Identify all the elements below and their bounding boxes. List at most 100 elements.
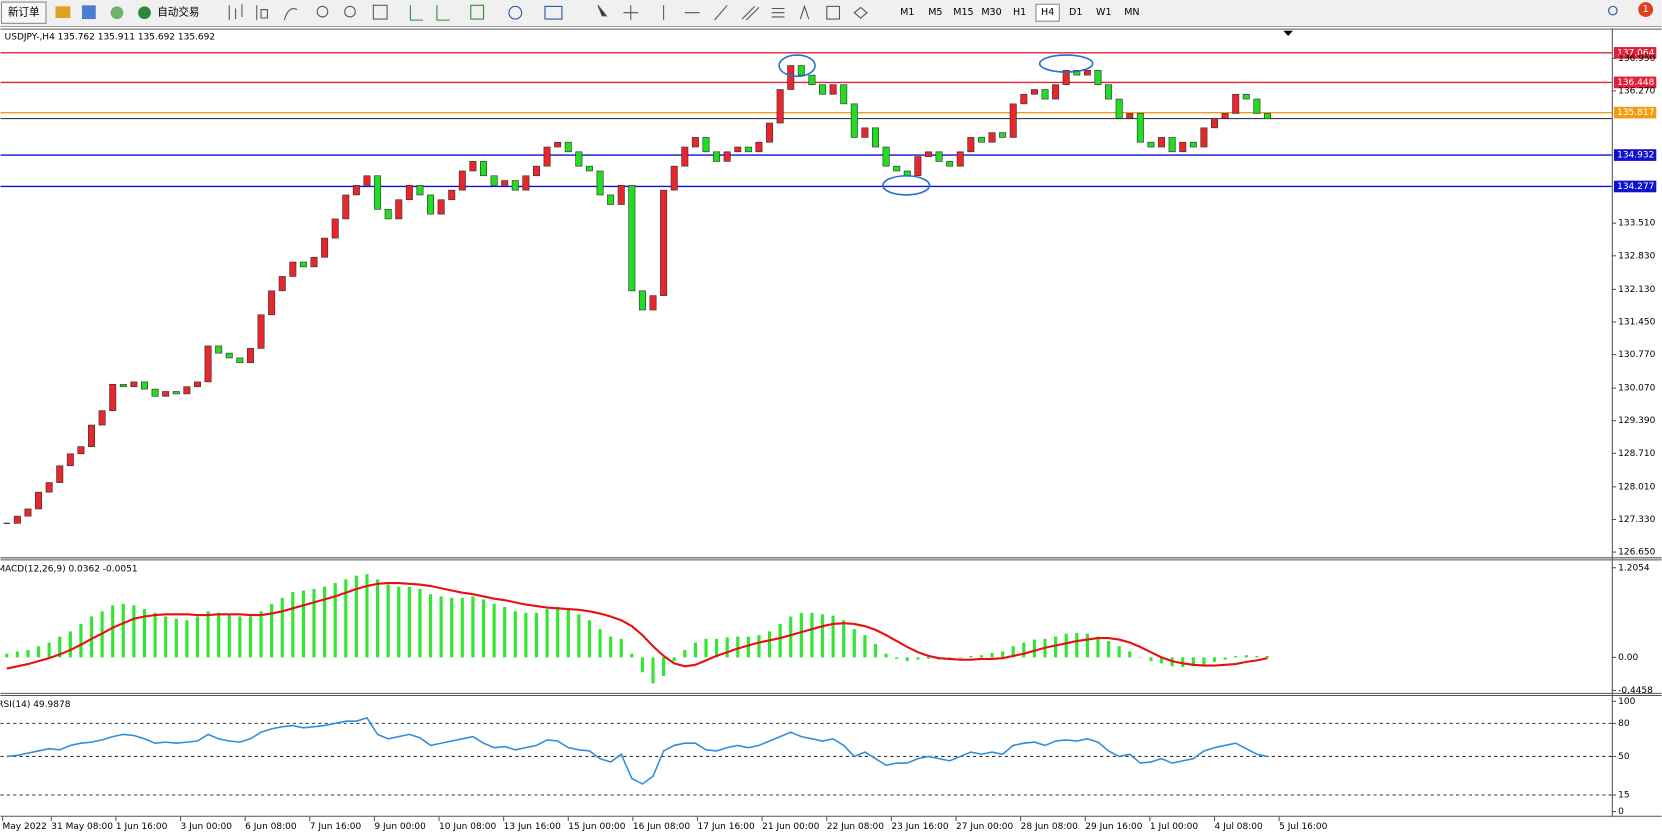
icon — [508, 5, 523, 20]
macd-bar — [407, 586, 411, 658]
candle — [480, 161, 488, 177]
candle — [882, 146, 890, 167]
candle — [543, 146, 551, 167]
y-tick-label: 131.450 — [1618, 317, 1655, 327]
candle — [1211, 117, 1219, 129]
macd-bar — [969, 655, 973, 658]
icon — [81, 5, 96, 20]
panel-title: USDJPY-,H4 135.762 135.911 135.692 135.6… — [5, 33, 215, 43]
candle — [670, 165, 678, 191]
x-tick-label: 31 May 08:00 — [51, 822, 113, 832]
macd-bar — [672, 657, 676, 662]
candle — [660, 189, 668, 296]
candle — [1158, 137, 1166, 148]
candle — [66, 453, 74, 467]
timeframe-button[interactable]: H4 — [1041, 7, 1054, 18]
macd-bar — [895, 657, 899, 659]
candle — [914, 156, 922, 177]
macd-bar — [365, 574, 369, 658]
candle — [1232, 93, 1240, 114]
macd-bar — [270, 603, 274, 658]
x-tick-label: 13 Jun 16:00 — [504, 822, 561, 832]
macd-bar — [746, 636, 750, 658]
y-tick-label: 80 — [1618, 719, 1630, 729]
macd-bar — [820, 614, 825, 658]
candle — [437, 199, 445, 215]
candle — [1083, 69, 1091, 76]
macd-bar — [1075, 632, 1079, 658]
macd-bar — [1085, 633, 1089, 658]
candle — [1020, 93, 1028, 105]
level-label-bg — [1613, 47, 1657, 59]
macd-bar — [524, 612, 528, 658]
candle — [257, 314, 265, 349]
candle — [151, 388, 159, 397]
candle — [1136, 113, 1144, 143]
macd-bar — [354, 575, 358, 658]
macd-bar — [714, 638, 719, 658]
macd-bar — [344, 579, 348, 658]
annotation-ellipse — [882, 175, 931, 196]
auto-trade-label[interactable]: 自动交易 — [157, 6, 199, 19]
macd-bar — [36, 646, 41, 658]
y-tick-label: 126.650 — [1618, 548, 1655, 558]
macd-bar — [831, 615, 835, 658]
macd-bar — [206, 611, 210, 658]
candle — [776, 89, 784, 124]
candle — [1009, 103, 1017, 138]
candle — [321, 237, 329, 258]
macd-bar — [386, 584, 390, 658]
candle — [331, 218, 339, 239]
candle — [575, 151, 583, 167]
macd-bar — [1223, 657, 1227, 660]
candle — [236, 357, 244, 364]
macd-bar — [238, 616, 242, 658]
macd-bar — [5, 653, 9, 658]
macd-bar — [111, 605, 115, 658]
candle — [511, 180, 519, 191]
candle — [1126, 113, 1134, 119]
rsi-line — [6, 716, 1268, 785]
timeframe-button[interactable]: H1 — [1013, 7, 1026, 18]
candle — [215, 345, 223, 354]
timeframe-button[interactable]: M15 — [953, 7, 973, 18]
macd-bar — [587, 620, 592, 658]
candle — [374, 175, 382, 210]
icon — [597, 4, 608, 17]
macd-bar — [1022, 642, 1026, 658]
macd-bar — [47, 642, 51, 658]
macd-bar — [1064, 633, 1068, 658]
new-order-button[interactable] — [0, 1, 47, 24]
y-tick-label: 1.2054 — [1618, 563, 1650, 573]
macd-bar — [916, 657, 920, 660]
notification-badge[interactable] — [1638, 2, 1654, 17]
x-tick-label: 1 Jul 00:00 — [1150, 822, 1199, 832]
timeframe-button[interactable]: M5 — [928, 7, 942, 18]
search-icon[interactable] — [1608, 5, 1618, 16]
macd-bar — [142, 609, 147, 658]
annotation-ellipse — [778, 54, 816, 78]
timeframe-button[interactable]: D1 — [1069, 7, 1082, 18]
macd-bar — [15, 651, 19, 658]
candle — [13, 515, 21, 524]
timeframe-button[interactable]: M30 — [981, 7, 1001, 18]
candle — [1221, 113, 1229, 119]
macd-bar — [460, 597, 464, 658]
signal-line — [6, 581, 1268, 670]
candle — [967, 137, 975, 153]
candle — [1105, 84, 1113, 100]
candle — [554, 141, 562, 148]
icon — [663, 4, 728, 21]
candle — [628, 185, 636, 292]
candle — [119, 383, 127, 388]
auto-trade-icon — [138, 6, 151, 20]
timeframe-button[interactable]: M1 — [900, 7, 914, 18]
timeframe-button[interactable]: MN — [1124, 7, 1139, 18]
candle — [24, 508, 32, 517]
candle — [1030, 89, 1038, 95]
macd-bar — [767, 631, 772, 658]
candle — [935, 151, 943, 162]
annotation-ellipse — [1038, 54, 1094, 73]
candle — [130, 381, 138, 388]
timeframe-button[interactable]: W1 — [1096, 7, 1111, 18]
